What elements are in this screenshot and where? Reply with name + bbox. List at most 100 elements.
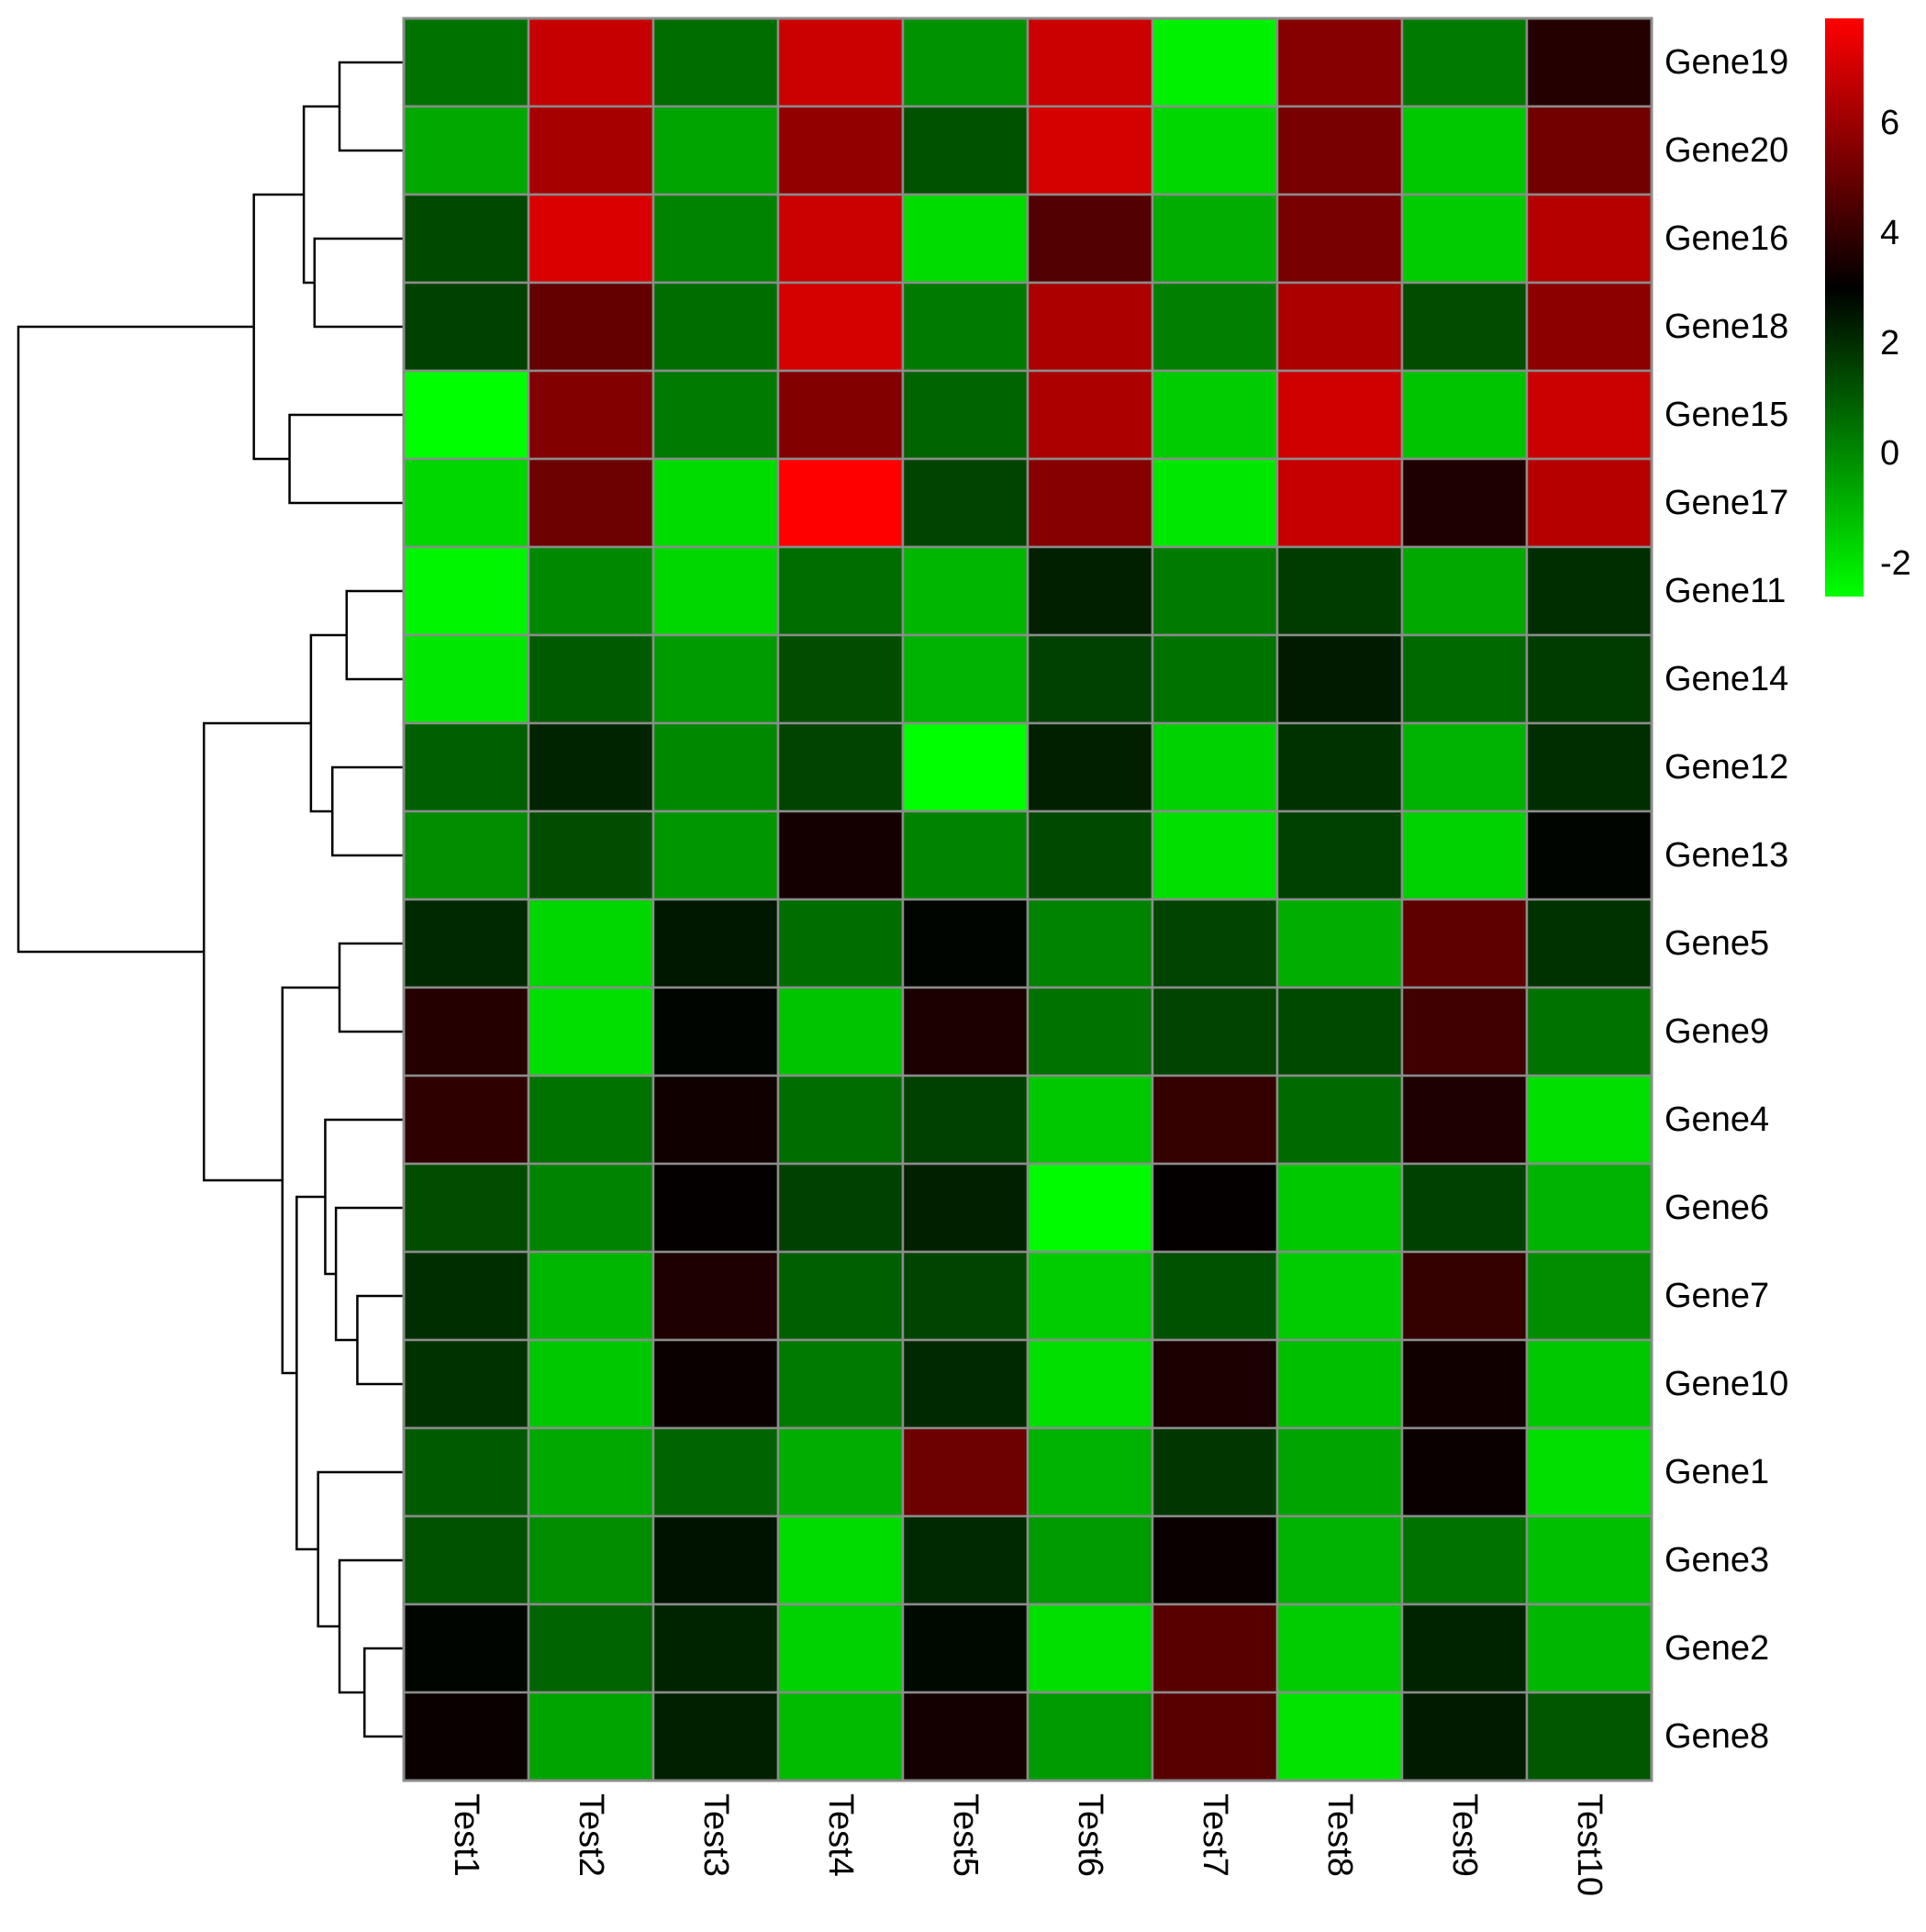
heatmap-cell-gene1-test8 <box>1275 1426 1404 1518</box>
heatmap-cell-gene12-test4 <box>776 721 905 813</box>
colorbar-tick-label: 2 <box>1880 324 1899 363</box>
heatmap-cell-gene12-test10 <box>1525 721 1653 813</box>
heatmap-cell-gene16-test2 <box>527 193 655 285</box>
dendrogram-branch-2 <box>313 237 404 329</box>
heatmap-cell-gene14-test10 <box>1525 633 1653 725</box>
heatmap-cell-gene14-test1 <box>402 633 530 725</box>
heatmap-cell-gene1-test1 <box>402 1426 530 1518</box>
heatmap-cell-gene6-test10 <box>1525 1162 1653 1254</box>
heatmap-cell-gene12-test3 <box>651 721 780 813</box>
row-label-gene1: Gene1 <box>1664 1453 1769 1491</box>
heatmap-cell-gene12-test6 <box>1026 721 1154 813</box>
heatmap-cell-gene20-test4 <box>776 105 905 196</box>
heatmap-cell-gene13-test2 <box>527 810 655 901</box>
heatmap-cell-gene5-test10 <box>1525 898 1653 989</box>
row-label-gene13: Gene13 <box>1664 836 1788 875</box>
heatmap-cell-gene10-test3 <box>651 1338 780 1430</box>
heatmap-cell-gene17-test9 <box>1400 457 1529 549</box>
heatmap-cell-gene7-test5 <box>901 1250 1030 1342</box>
heatmap-cell-gene8-test5 <box>901 1691 1030 1782</box>
heatmap-cell-gene18-test6 <box>1026 281 1154 373</box>
dendrogram-branch-3 <box>288 413 404 505</box>
column-label-test3: Test3 <box>696 1793 735 1877</box>
heatmap-cell-gene10-test8 <box>1275 1338 1404 1430</box>
heatmap-cell-gene8-test3 <box>651 1691 780 1782</box>
heatmap-cell-gene10-test10 <box>1525 1338 1653 1430</box>
heatmap-cell-gene5-test2 <box>527 898 655 989</box>
heatmap-cell-gene18-test2 <box>527 281 655 373</box>
heatmap-cell-gene16-test4 <box>776 193 905 285</box>
heatmap-cell-gene5-test7 <box>1151 898 1279 989</box>
heatmap-cell-gene4-test2 <box>527 1074 655 1166</box>
heatmap-cell-gene6-test4 <box>776 1162 905 1254</box>
heatmap-cell-gene13-test4 <box>776 810 905 901</box>
heatmap-cell-gene9-test4 <box>776 986 905 1078</box>
heatmap-cell-gene19-test9 <box>1400 17 1529 108</box>
heatmap-cell-gene13-test1 <box>402 810 530 901</box>
heatmap-cell-gene10-test1 <box>402 1338 530 1430</box>
column-label-test8: Test8 <box>1320 1793 1359 1877</box>
heatmap-cell-gene3-test5 <box>901 1514 1030 1606</box>
heatmap-cell-gene5-test1 <box>402 898 530 989</box>
row-label-gene20: Gene20 <box>1664 131 1788 170</box>
heatmap-cell-gene1-test9 <box>1400 1426 1529 1518</box>
heatmap-cell-gene20-test3 <box>651 105 780 196</box>
heatmap-cell-gene2-test2 <box>527 1603 655 1694</box>
row-label-gene8: Gene8 <box>1664 1717 1769 1756</box>
heatmap-cell-gene9-test7 <box>1151 986 1279 1078</box>
colorbar-tick-label: 4 <box>1880 214 1899 252</box>
heatmap-cell-gene2-test1 <box>402 1603 530 1694</box>
heatmap-cell-gene20-test6 <box>1026 105 1154 196</box>
heatmap-cell-gene9-test9 <box>1400 986 1529 1078</box>
heatmap-cell-gene10-test2 <box>527 1338 655 1430</box>
heatmap-cell-gene15-test1 <box>402 369 530 461</box>
heatmap-cell-gene20-test2 <box>527 105 655 196</box>
heatmap-cell-gene18-test1 <box>402 281 530 373</box>
heatmap-cell-gene14-test8 <box>1275 633 1404 725</box>
heatmap-cell-gene14-test7 <box>1151 633 1279 725</box>
heatmap-cell-gene17-test4 <box>776 457 905 549</box>
heatmap-cell-gene18-test5 <box>901 281 1030 373</box>
heatmap-cell-gene13-test6 <box>1026 810 1154 901</box>
heatmap-cell-gene14-test5 <box>901 633 1030 725</box>
heatmap-cell-gene17-test2 <box>527 457 655 549</box>
heatmap-cell-gene4-test6 <box>1026 1074 1154 1166</box>
heatmap-cell-gene20-test8 <box>1275 105 1404 196</box>
heatmap-cell-gene8-test7 <box>1151 1691 1279 1782</box>
heatmap-cell-gene19-test7 <box>1151 17 1279 108</box>
heatmap-cell-gene16-test7 <box>1151 193 1279 285</box>
heatmap-cell-gene3-test10 <box>1525 1514 1653 1606</box>
heatmap-cell-gene6-test5 <box>901 1162 1030 1254</box>
heatmap-cell-gene11-test4 <box>776 545 905 637</box>
heatmap-cell-gene13-test10 <box>1525 810 1653 901</box>
heatmap-cell-gene6-test7 <box>1151 1162 1279 1254</box>
heatmap-cell-gene15-test2 <box>527 369 655 461</box>
heatmap-border <box>402 17 1653 1782</box>
heatmap-cell-gene3-test6 <box>1026 1514 1154 1606</box>
heatmap-cell-gene12-test7 <box>1151 721 1279 813</box>
heatmap-cell-gene6-test8 <box>1275 1162 1404 1254</box>
column-label-test4: Test4 <box>821 1793 860 1877</box>
heatmap-cell-gene3-test7 <box>1151 1514 1279 1606</box>
heatmap-cell-gene10-test7 <box>1151 1338 1279 1430</box>
heatmap-cell-gene11-test2 <box>527 545 655 637</box>
heatmap-cell-gene2-test7 <box>1151 1603 1279 1694</box>
heatmap-cell-gene11-test5 <box>901 545 1030 637</box>
heatmap-cell-gene6-test9 <box>1400 1162 1529 1254</box>
heatmap-cell-gene11-test1 <box>402 545 530 637</box>
heatmap-cell-gene7-test6 <box>1026 1250 1154 1342</box>
heatmap-cell-gene5-test8 <box>1275 898 1404 989</box>
row-labels: Gene19 Gene20 Gene16 Gene18 Gene15 Gene17 Gene… <box>1664 43 1788 1756</box>
heatmap-cell-gene12-test5 <box>901 721 1030 813</box>
row-label-gene6: Gene6 <box>1664 1189 1769 1227</box>
heatmap-cell-gene4-test9 <box>1400 1074 1529 1166</box>
heatmap-cell-gene17-test5 <box>901 457 1030 549</box>
heatmap-cell-gene11-test6 <box>1026 545 1154 637</box>
heatmap-cells <box>402 17 1653 1782</box>
heatmap-cell-gene4-test1 <box>402 1074 530 1166</box>
heatmap-cell-gene15-test3 <box>651 369 780 461</box>
heatmap-cell-gene12-test8 <box>1275 721 1404 813</box>
heatmap-cell-gene18-test4 <box>776 281 905 373</box>
heatmap-cell-gene7-test9 <box>1400 1250 1529 1342</box>
heatmap-cell-gene17-test10 <box>1525 457 1653 549</box>
